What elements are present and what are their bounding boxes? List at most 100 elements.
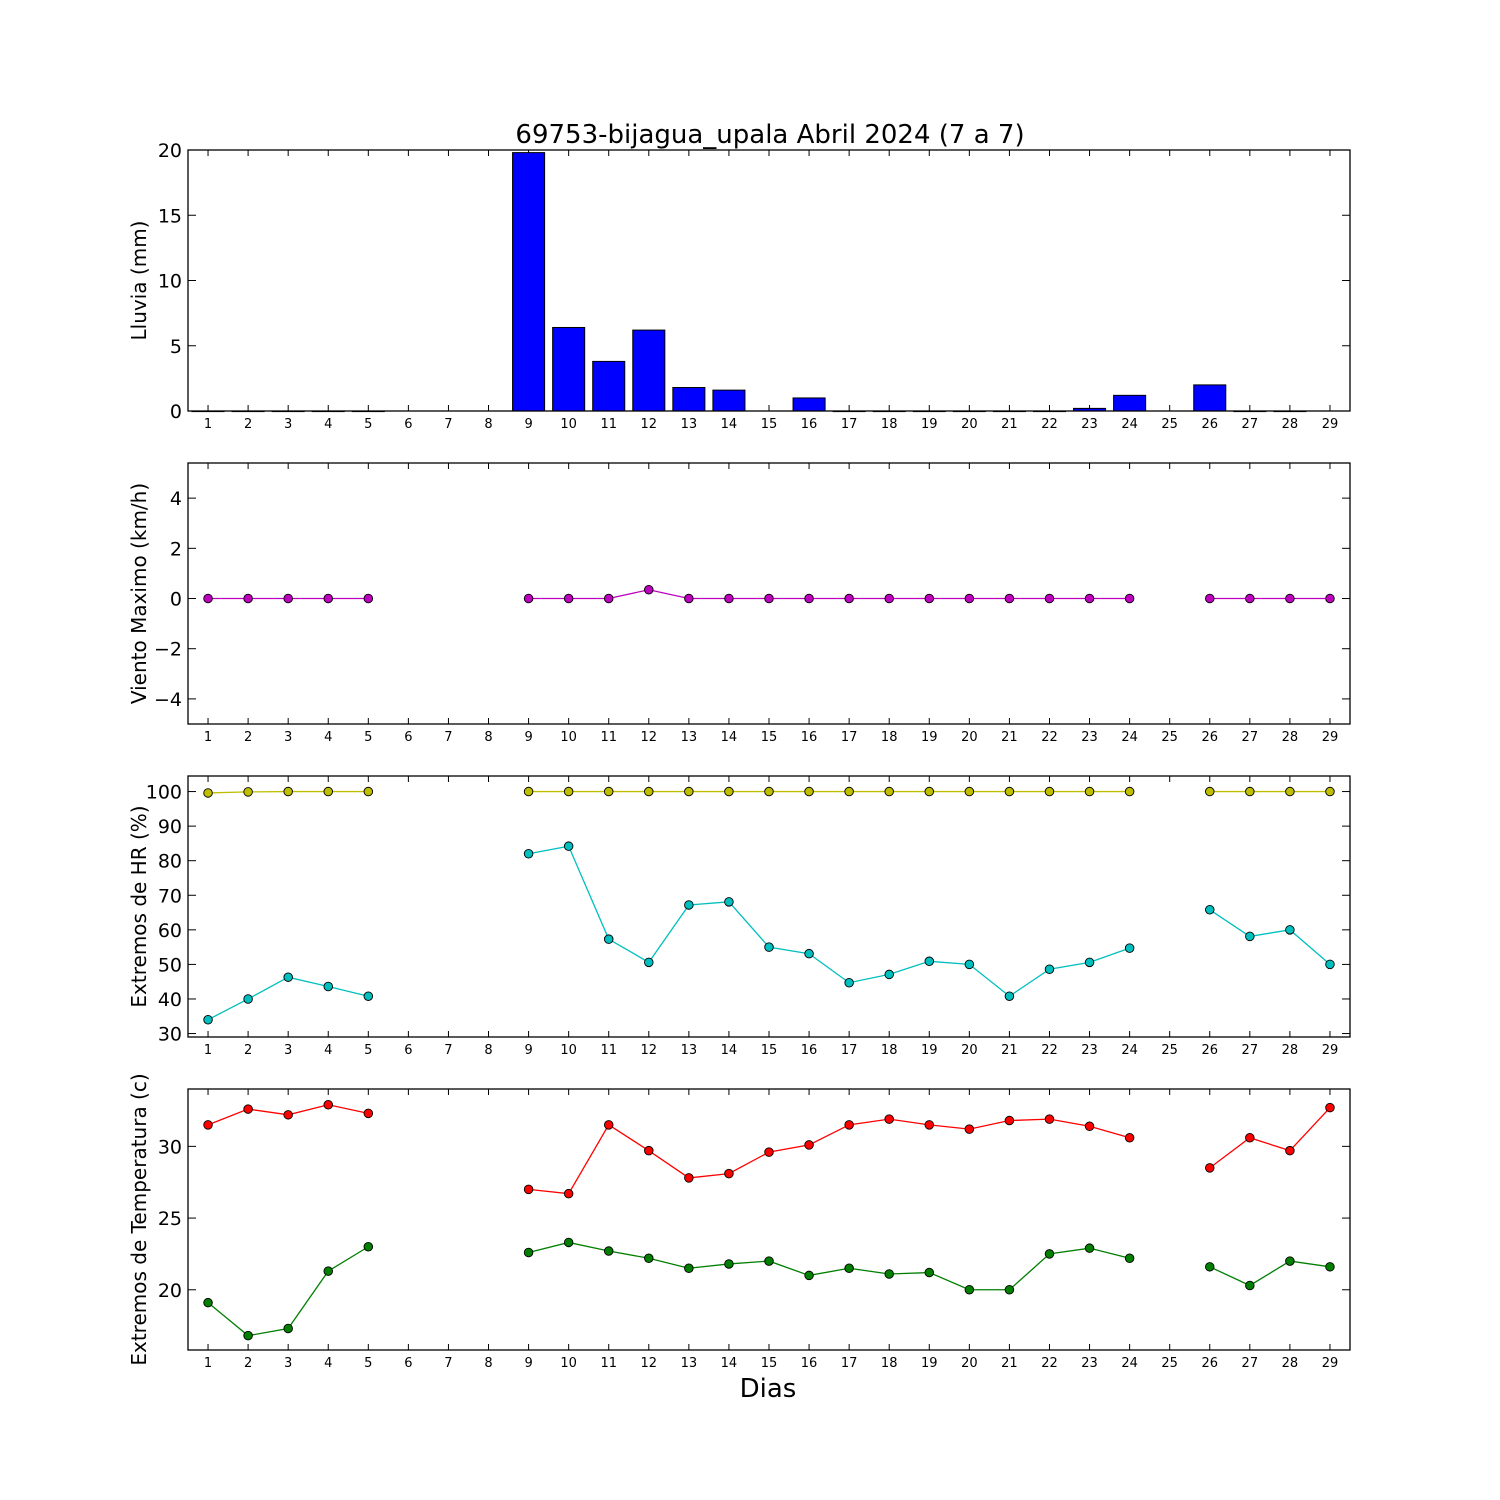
series-0-point-day-22 <box>1044 786 1055 797</box>
series-1-point-day-19 <box>924 1267 935 1278</box>
series-0-point-day-26 <box>1205 593 1215 604</box>
x-tick-label: 7 <box>444 1043 452 1058</box>
series-1-point-day-18 <box>884 1269 894 1279</box>
series-1-line <box>1209 1260 1331 1287</box>
y-axis-label: Viento Maximo (km/h) <box>127 483 151 704</box>
x-tick-label: 14 <box>721 1356 738 1371</box>
x-tick-label: 5 <box>364 1043 372 1058</box>
x-tick-label: 17 <box>841 730 858 745</box>
series-0-point-day-18 <box>884 593 894 604</box>
x-tick-label: 28 <box>1282 1043 1299 1058</box>
x-tick-label: 28 <box>1282 417 1299 432</box>
series-0-point-day-29 <box>1325 786 1335 797</box>
x-tick-label: 4 <box>324 417 332 432</box>
x-tick-label: 17 <box>841 1356 858 1371</box>
y-tick-label: 40 <box>158 989 182 1011</box>
y-tick-label: 25 <box>158 1208 182 1230</box>
y-tick-label: 4 <box>170 488 182 510</box>
series-0-point-day-12 <box>644 1145 654 1156</box>
x-tick-label: 6 <box>404 417 412 432</box>
series-0-point-day-28 <box>1285 786 1295 797</box>
x-tick-label: 22 <box>1041 1043 1058 1058</box>
x-tick-label: 3 <box>284 417 292 432</box>
x-tick-label: 19 <box>921 1356 938 1371</box>
series-0-point-day-26 <box>1205 786 1215 797</box>
series-1-point-day-3 <box>283 1323 293 1334</box>
x-tick-label: 4 <box>324 1356 332 1371</box>
series-0-point-day-23 <box>1084 593 1095 604</box>
series-0-point-day-27 <box>1245 593 1255 604</box>
series-0-point-day-14 <box>724 786 734 797</box>
x-tick-label: 25 <box>1161 1043 1178 1058</box>
bar-day-10 <box>552 326 586 412</box>
series-0-point-day-1 <box>203 593 213 604</box>
x-tick-label: 1 <box>204 730 212 745</box>
y-tick-label: 30 <box>158 1024 182 1046</box>
plot-frame <box>187 1088 1351 1351</box>
series-1-point-day-19 <box>924 956 935 967</box>
x-tick-label: 26 <box>1201 417 1218 432</box>
x-tick-label: 26 <box>1201 730 1218 745</box>
series-1-point-day-2 <box>243 1330 253 1341</box>
bar-day-24 <box>1113 394 1147 412</box>
series-0-point-day-27 <box>1245 1133 1255 1143</box>
x-tick-label: 4 <box>324 730 332 745</box>
x-tick-label: 24 <box>1121 1043 1138 1058</box>
y-tick-label: 90 <box>158 816 182 838</box>
bar-day-12 <box>632 329 666 412</box>
x-tick-label: 12 <box>641 730 658 745</box>
x-tick-label: 5 <box>364 1356 372 1371</box>
y-tick-label: 5 <box>170 336 182 358</box>
x-tick-label: 9 <box>524 1356 532 1371</box>
x-tick-label: 15 <box>761 730 778 745</box>
x-tick-label: 16 <box>801 417 818 432</box>
series-0-point-day-16 <box>804 1140 814 1150</box>
x-tick-label: 19 <box>921 1043 938 1058</box>
y-tick-label: 10 <box>158 271 182 293</box>
bar-day-13 <box>672 387 706 412</box>
series-0-point-day-21 <box>1004 786 1015 797</box>
series-1-point-day-5 <box>363 991 374 1001</box>
series-0-point-day-5 <box>363 786 374 797</box>
series-0-point-day-15 <box>764 593 774 604</box>
series-1-point-day-10 <box>563 1237 574 1248</box>
series-0-point-day-20 <box>964 593 975 604</box>
x-tick-label: 22 <box>1041 417 1058 432</box>
series-0-point-day-17 <box>844 1120 854 1130</box>
x-tick-label: 7 <box>444 730 452 745</box>
y-tick-label: −4 <box>154 689 182 711</box>
x-tick-label: 8 <box>484 417 492 432</box>
series-1-point-day-21 <box>1004 991 1015 1001</box>
x-tick-label: 16 <box>801 1043 818 1058</box>
series-1-point-day-27 <box>1245 931 1255 942</box>
x-tick-label: 10 <box>560 1043 577 1058</box>
series-0-point-day-2 <box>243 593 253 604</box>
series-0-point-day-11 <box>603 786 614 797</box>
y-tick-label: 70 <box>158 885 182 907</box>
y-tick-label: 15 <box>158 205 182 227</box>
x-tick-label: 5 <box>364 417 372 432</box>
series-0-point-day-17 <box>844 593 854 604</box>
y-tick-label: 0 <box>170 589 182 611</box>
series-1-line <box>528 845 1130 998</box>
x-tick-label: 11 <box>600 730 617 745</box>
x-tick-label: 27 <box>1242 1043 1259 1058</box>
series-0-point-day-15 <box>764 1147 774 1157</box>
series-0-point-day-13 <box>684 1173 694 1183</box>
series-1-point-day-16 <box>804 1270 814 1281</box>
x-tick-label: 14 <box>721 417 738 432</box>
series-0-point-day-2 <box>243 787 253 797</box>
series-1-point-day-1 <box>203 1297 213 1308</box>
x-tick-label: 20 <box>961 1043 978 1058</box>
x-tick-label: 1 <box>204 1356 212 1371</box>
x-tick-label: 15 <box>761 1356 778 1371</box>
y-axis-label: Extremos de HR (%) <box>127 805 151 1007</box>
series-1-point-day-13 <box>684 1263 694 1274</box>
series-1-point-day-15 <box>764 1256 774 1266</box>
x-tick-label: 19 <box>921 417 938 432</box>
series-0-point-day-18 <box>884 1114 894 1124</box>
series-0-point-day-29 <box>1325 593 1335 604</box>
series-0-point-day-3 <box>283 1110 293 1120</box>
